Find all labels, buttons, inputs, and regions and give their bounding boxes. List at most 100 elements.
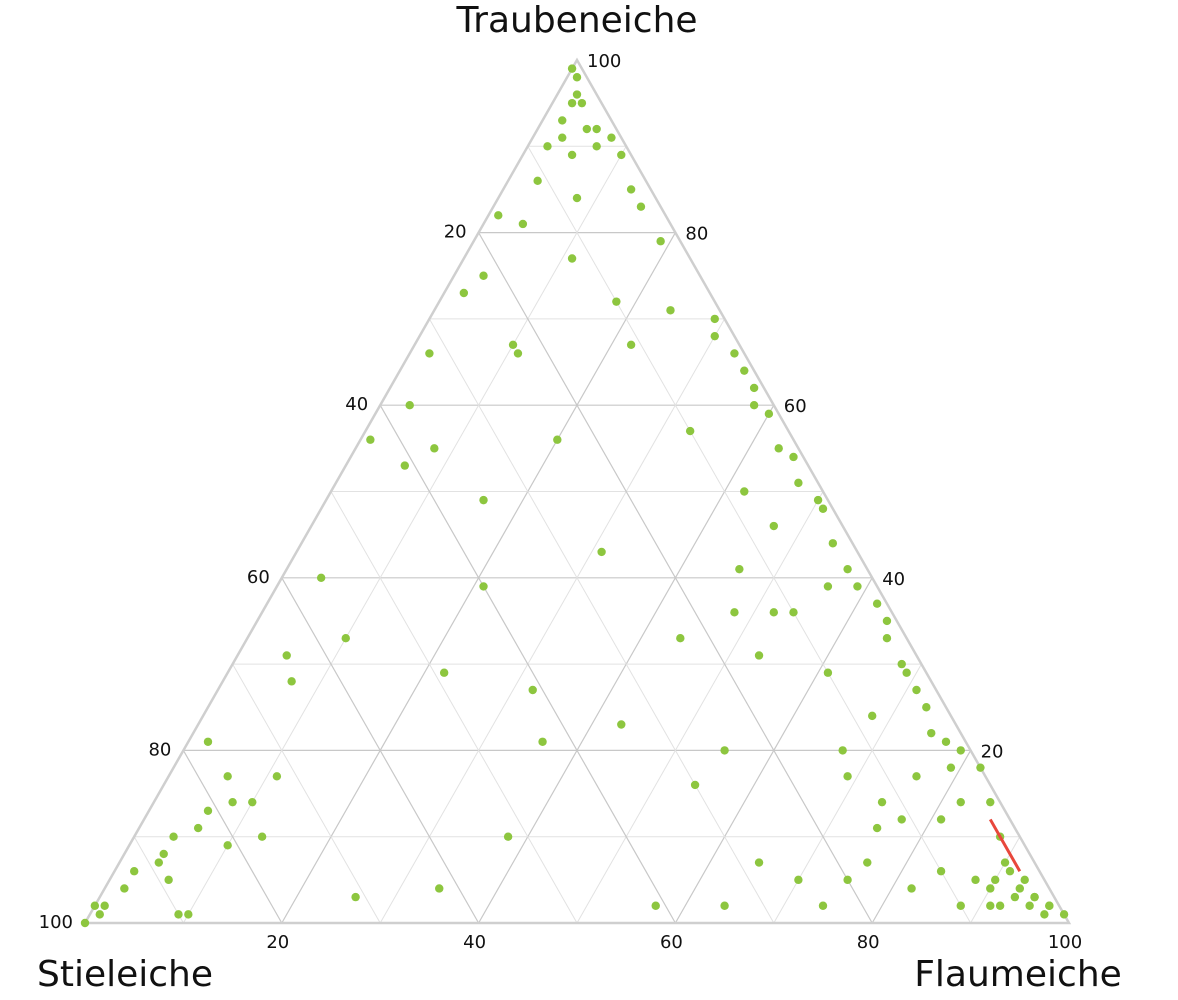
point xyxy=(927,728,936,738)
point xyxy=(567,150,577,160)
point xyxy=(567,98,577,108)
point xyxy=(518,219,528,229)
point xyxy=(1005,867,1015,876)
point xyxy=(897,659,906,669)
point xyxy=(789,452,798,462)
point xyxy=(572,73,582,82)
point xyxy=(636,202,646,211)
point xyxy=(154,858,163,867)
point xyxy=(838,746,847,755)
point xyxy=(843,772,852,781)
point xyxy=(543,142,552,151)
point xyxy=(882,634,892,643)
point xyxy=(843,875,852,885)
point xyxy=(223,841,232,850)
point xyxy=(853,582,862,591)
grid-line xyxy=(182,750,283,924)
point xyxy=(730,349,739,358)
point xyxy=(439,668,449,677)
minor-grid-line xyxy=(330,491,578,924)
right-tick-label: 40 xyxy=(882,569,905,590)
point xyxy=(159,849,168,859)
point xyxy=(425,349,434,358)
minor-grid-line xyxy=(428,318,775,924)
right-tick-label: 100 xyxy=(587,51,621,72)
point xyxy=(435,884,444,893)
top-axis-title: Traubeneiche xyxy=(455,0,697,41)
point xyxy=(769,521,778,531)
point xyxy=(897,815,906,824)
point xyxy=(813,495,823,505)
point xyxy=(95,910,104,919)
right-axis-title: Flaumeiche xyxy=(914,954,1122,995)
point xyxy=(577,98,587,108)
point xyxy=(287,677,296,686)
point xyxy=(986,901,995,910)
point xyxy=(223,772,232,781)
point xyxy=(936,815,946,824)
point xyxy=(592,124,601,134)
right-tick-label: 80 xyxy=(685,224,708,245)
point xyxy=(597,547,606,557)
point xyxy=(341,634,350,643)
point xyxy=(986,884,995,893)
point xyxy=(754,858,764,867)
minor-grid-line xyxy=(576,491,824,924)
point xyxy=(1059,910,1069,919)
point xyxy=(995,901,1005,910)
point xyxy=(818,504,828,513)
point xyxy=(769,608,778,617)
point xyxy=(720,901,729,910)
minor-grid-line xyxy=(182,146,627,924)
point xyxy=(572,193,582,203)
point xyxy=(193,823,203,833)
grid-line xyxy=(281,577,480,924)
point xyxy=(1010,892,1020,902)
bottom-tick-label: 100 xyxy=(1048,932,1082,953)
left-tick-label: 60 xyxy=(247,567,270,588)
point xyxy=(740,487,749,496)
left-axis-title: Stieleiche xyxy=(37,954,213,995)
minor-grid-line xyxy=(133,836,184,924)
point xyxy=(971,875,980,885)
point xyxy=(430,444,439,453)
point xyxy=(626,185,636,194)
point xyxy=(735,564,744,574)
point xyxy=(794,875,803,885)
right-tick-label: 20 xyxy=(981,741,1004,762)
point xyxy=(366,435,375,444)
point xyxy=(1040,910,1049,919)
point xyxy=(710,314,719,324)
frame xyxy=(82,57,1072,925)
minor-grid-line xyxy=(379,318,726,924)
point xyxy=(164,875,173,885)
point xyxy=(794,478,803,488)
point xyxy=(872,823,882,833)
minor-grid-line xyxy=(773,663,922,924)
left-tick-label: 20 xyxy=(444,222,467,243)
point xyxy=(494,211,503,220)
point xyxy=(823,668,833,677)
point xyxy=(405,401,414,410)
point xyxy=(479,495,488,505)
point xyxy=(877,797,887,807)
triangle-frame xyxy=(82,57,1072,925)
point xyxy=(774,444,783,453)
point xyxy=(730,608,739,617)
point xyxy=(617,150,626,160)
point xyxy=(991,875,1000,885)
point xyxy=(1030,892,1039,902)
point xyxy=(720,746,729,755)
point xyxy=(1045,901,1054,910)
point xyxy=(828,539,838,548)
point xyxy=(533,176,542,186)
point xyxy=(986,797,995,807)
point xyxy=(174,910,183,919)
point xyxy=(553,435,562,444)
point xyxy=(184,910,193,919)
point xyxy=(100,901,109,910)
point xyxy=(651,901,660,910)
grid-line xyxy=(379,404,676,924)
point xyxy=(90,901,100,910)
point xyxy=(508,340,518,349)
